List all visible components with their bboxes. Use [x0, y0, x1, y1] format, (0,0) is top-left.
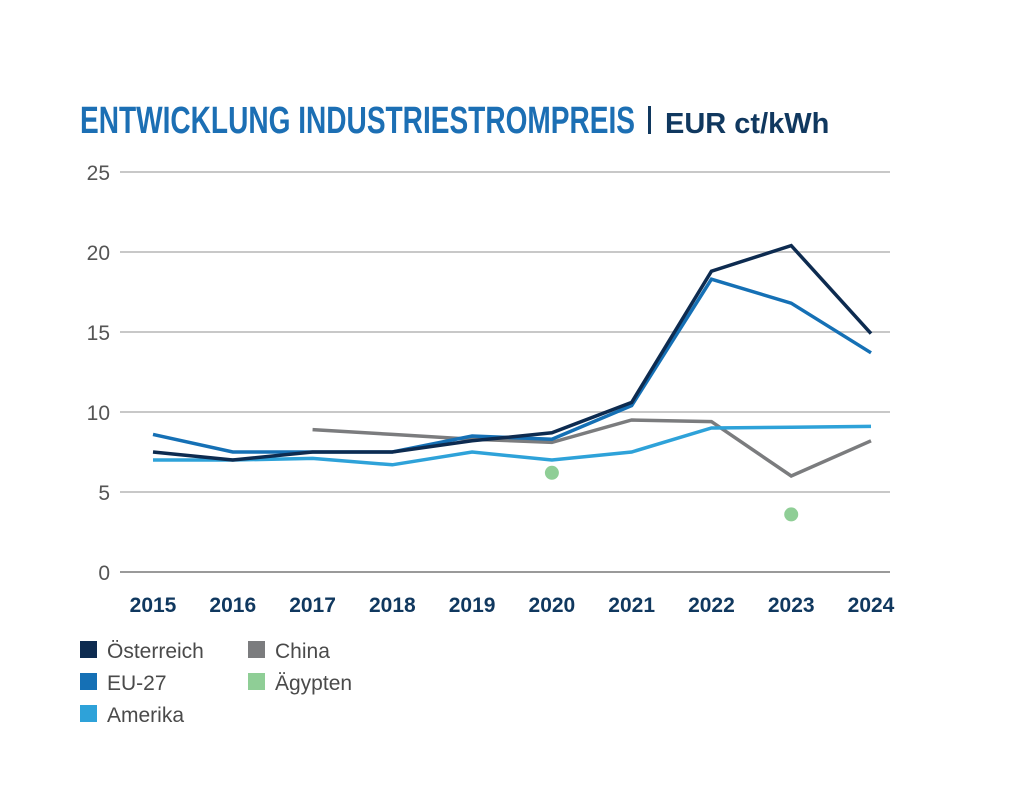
data-point-amerika	[790, 426, 793, 429]
y-tick-label: 15	[87, 322, 110, 345]
gridlines	[120, 171, 890, 573]
legend-swatch--sterreich	[80, 641, 97, 658]
legend: Österreich China EU-27 Ägypten Amerika	[80, 640, 352, 727]
data-point-amerika	[710, 427, 713, 430]
data-point-amerika	[630, 451, 633, 454]
data-point-amerika	[550, 459, 553, 462]
data-point-china	[870, 439, 873, 442]
title-separator	[648, 106, 651, 134]
legend-swatch-amerika	[80, 705, 97, 722]
data-point-eu-27	[471, 435, 474, 438]
data-point-china	[391, 433, 394, 436]
data-point--sterreich	[152, 451, 155, 454]
data-point--sterreich	[550, 431, 553, 434]
x-tick-label: 2015	[130, 594, 177, 617]
legend-swatch-eu-27	[80, 673, 97, 690]
x-tick-label: 2017	[289, 594, 336, 617]
series-line-amerika	[153, 424, 872, 467]
chart-title-main: ENTWICKLUNG INDUSTRIESTROMPREIS	[80, 100, 635, 142]
data-point-eu-27	[152, 433, 155, 436]
data-point-amerika	[870, 425, 873, 428]
data-point--sterreich	[231, 459, 234, 462]
legend-swatch-china	[248, 641, 265, 658]
data-point--gypten	[784, 507, 799, 522]
legend-label-china: China	[275, 640, 330, 663]
x-tick-label: 2018	[369, 594, 416, 617]
legend-label-amerika: Amerika	[107, 704, 184, 727]
data-point-amerika	[471, 451, 474, 454]
data-point--sterreich	[790, 244, 793, 247]
data-point--gypten	[544, 465, 559, 480]
x-tick-label: 2024	[848, 594, 895, 617]
data-point-china	[311, 428, 314, 431]
data-point--sterreich	[870, 332, 873, 335]
data-point--sterreich	[471, 439, 474, 442]
y-axis-ticks: 0 5 10 15 20 25	[87, 162, 110, 585]
legend-swatch--gypten	[248, 673, 265, 690]
x-tick-label: 2016	[209, 594, 256, 617]
data-point-amerika	[311, 457, 314, 460]
y-tick-label: 20	[87, 242, 110, 265]
data-point--sterreich	[710, 270, 713, 273]
data-point-eu-27	[790, 302, 793, 305]
x-tick-label: 2019	[449, 594, 496, 617]
data-point-china	[790, 475, 793, 478]
x-tick-label: 2021	[608, 594, 655, 617]
data-point--sterreich	[311, 451, 314, 454]
data-point-amerika	[152, 459, 155, 462]
data-point--sterreich	[630, 401, 633, 404]
x-tick-label: 2023	[768, 594, 815, 617]
data-point-china	[710, 420, 713, 423]
data-point-amerika	[391, 463, 394, 466]
series-line--sterreich	[152, 243, 873, 462]
legend-label-eu-27: EU-27	[107, 672, 167, 695]
x-tick-label: 2022	[688, 594, 735, 617]
y-tick-label: 25	[87, 162, 110, 185]
y-tick-label: 10	[87, 402, 110, 425]
data-point-eu-27	[870, 351, 873, 354]
series-lines	[152, 243, 873, 522]
x-axis-ticks: 2015 2016 2017 2018 2019 2020 2021 2022 2023 2024	[130, 594, 895, 617]
x-tick-label: 2020	[529, 594, 576, 617]
data-point-eu-27	[550, 438, 553, 441]
y-tick-label: 5	[98, 482, 110, 505]
data-point-china	[550, 441, 553, 444]
y-tick-label: 0	[98, 562, 110, 585]
chart-title: ENTWICKLUNG INDUSTRIESTROMPREIS	[80, 100, 635, 142]
data-point-china	[630, 419, 633, 422]
data-point-eu-27	[231, 451, 234, 454]
series-line-china	[312, 418, 872, 478]
legend-label--sterreich: Österreich	[107, 640, 204, 663]
legend-label--gypten: Ägypten	[275, 672, 352, 695]
data-point--sterreich	[391, 451, 394, 454]
data-point-eu-27	[710, 278, 713, 281]
chart-unit-label: EUR ct/kWh	[665, 108, 829, 140]
